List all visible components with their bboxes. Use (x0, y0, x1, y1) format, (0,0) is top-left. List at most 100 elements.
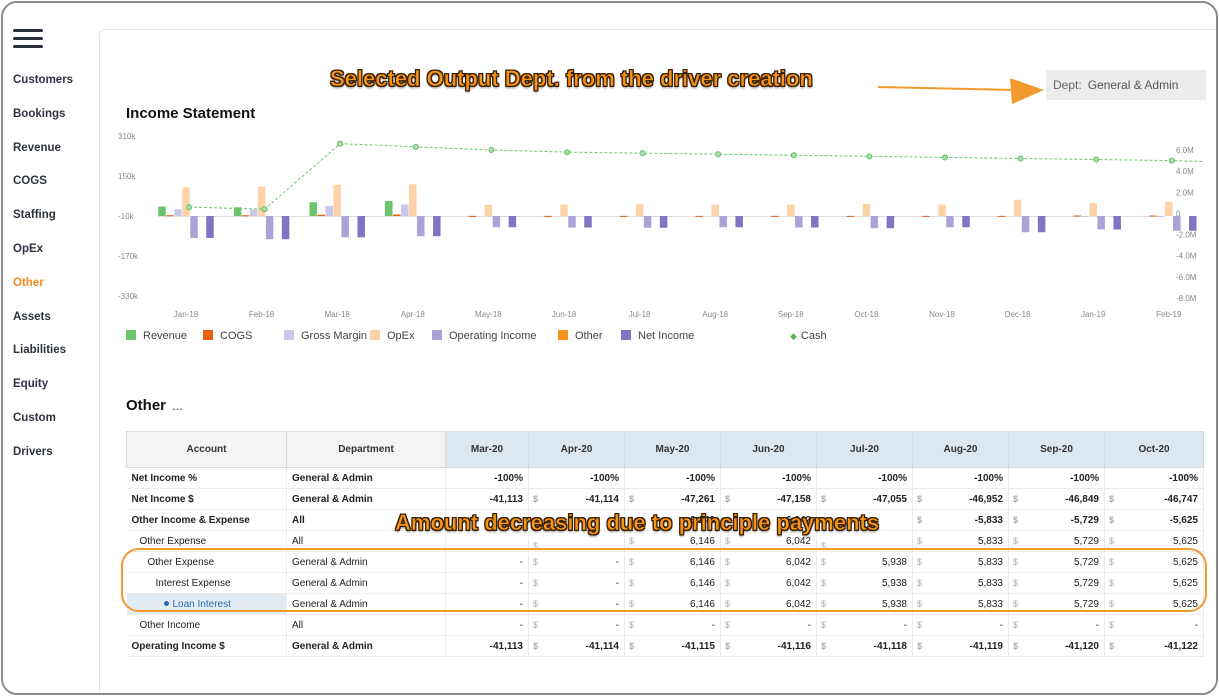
value-cell[interactable]: $5,729 (1008, 593, 1105, 615)
value-cell[interactable]: $6,146 (624, 593, 721, 615)
cash-point[interactable] (1168, 157, 1175, 164)
bar-revenue[interactable] (309, 202, 317, 216)
value-cell[interactable]: $5,625 (1104, 572, 1204, 594)
value-cell[interactable]: $5,833 (912, 572, 1009, 594)
bar-opex[interactable] (182, 187, 190, 216)
bar-revenue[interactable] (158, 206, 166, 217)
sidebar-item-staffing[interactable]: Staffing (13, 209, 56, 222)
bar-net-income[interactable] (886, 216, 895, 229)
table-row[interactable]: Other Expense All $ $6,146 $6,042 $ $5,833 $5,7… (126, 530, 1204, 552)
bar-opex[interactable] (711, 204, 719, 216)
bar-opex[interactable] (787, 204, 795, 217)
value-cell[interactable]: $5,938 (816, 593, 913, 615)
value-cell[interactable]: $ -41,122 (1104, 635, 1204, 657)
bar-net-income[interactable] (659, 216, 668, 228)
value-cell[interactable]: $5,938 (816, 572, 913, 594)
cash-point[interactable] (412, 143, 419, 150)
bar-operating-income[interactable] (870, 216, 879, 229)
bar-net-income[interactable] (962, 216, 970, 228)
value-cell[interactable]: $ -41,114 (528, 635, 625, 657)
table-row[interactable]: Other Income All - $ - $ - $ - $ - $ - $ - $ - (126, 614, 1204, 636)
value-cell[interactable]: $6,146 (624, 551, 721, 573)
bar-gross-margin[interactable] (325, 206, 333, 216)
cash-point[interactable] (942, 154, 949, 161)
value-cell[interactable]: $ -47,158 (720, 488, 817, 510)
value-cell[interactable]: $ -46,849 (1008, 488, 1105, 510)
bar-operating-income[interactable] (265, 216, 274, 240)
value-cell[interactable]: -100% (720, 467, 817, 489)
value-cell[interactable]: - (445, 614, 529, 636)
bar-net-income[interactable] (735, 216, 743, 228)
value-cell[interactable]: $6,042 (720, 551, 817, 573)
account-cell[interactable]: Net Income $ (126, 488, 287, 510)
cash-point[interactable] (1093, 156, 1100, 163)
cash-point[interactable] (337, 140, 344, 147)
sidebar-item-custom[interactable]: Custom (13, 411, 56, 424)
bar-opex[interactable] (862, 203, 871, 216)
sidebar-item-opex[interactable]: OpEx (13, 242, 44, 255)
bar-cogs[interactable] (317, 214, 325, 216)
table-row[interactable]: Interest Expense General & Admin - $ - $6,146… (126, 572, 1204, 594)
bar-cogs[interactable] (544, 215, 552, 217)
sidebar-item-equity[interactable]: Equity (13, 378, 49, 391)
value-cell[interactable]: $6,042 (720, 530, 817, 552)
bar-cogs[interactable] (997, 215, 1006, 217)
value-cell[interactable]: $ - (528, 572, 625, 594)
sidebar-item-drivers[interactable]: Drivers (13, 445, 53, 458)
value-cell[interactable]: - (445, 593, 529, 615)
bar-cogs[interactable] (468, 215, 477, 217)
bar-opex[interactable] (1165, 201, 1173, 216)
value-cell[interactable]: $ - (528, 614, 625, 636)
value-cell[interactable]: $ - (624, 614, 721, 636)
value-cell[interactable]: $5,729 (1008, 572, 1105, 594)
bar-operating-income[interactable] (417, 216, 425, 237)
column-header-account[interactable]: Account (126, 431, 287, 468)
value-cell[interactable]: $ -46,952 (912, 488, 1009, 510)
table-row[interactable]: Net Income $ General & Admin -41,113 $ -41,1… (126, 488, 1204, 510)
value-cell[interactable]: $6,042 (720, 593, 817, 615)
legend-item-net-income[interactable]: Net Income (621, 330, 694, 342)
bar-revenue[interactable] (385, 201, 393, 216)
value-cell[interactable]: $6,042 (720, 509, 817, 531)
table-row[interactable]: Net Income % General & Admin -100% -100% -10… (126, 467, 1204, 489)
bar-net-income[interactable] (811, 216, 819, 228)
value-cell[interactable]: $ -41,120 (1008, 635, 1105, 657)
cash-point[interactable] (866, 153, 873, 160)
value-cell[interactable]: $ -41,115 (624, 635, 721, 657)
sidebar-item-customers[interactable]: Customers (13, 74, 74, 86)
account-cell[interactable]: Operating Income $ (126, 635, 287, 657)
value-cell[interactable]: $ -47,261 (624, 488, 721, 510)
sidebar-item-cogs[interactable]: COGS (13, 175, 47, 188)
bar-operating-income[interactable] (643, 216, 652, 228)
value-cell[interactable]: $ -5,625 (1104, 509, 1204, 531)
bar-gross-margin[interactable] (1081, 216, 1089, 217)
bar-opex[interactable] (333, 184, 341, 216)
value-cell[interactable]: $ -41,114 (528, 488, 625, 510)
value-cell[interactable]: -100% (445, 467, 529, 489)
other-ellipsis-button[interactable]: ... (172, 398, 183, 413)
bar-opex[interactable] (409, 184, 417, 216)
sidebar-item-bookings[interactable]: Bookings (13, 107, 66, 120)
value-cell[interactable]: -100% (528, 467, 625, 489)
account-cell[interactable]: Other Income & Expense (126, 509, 287, 531)
value-cell[interactable]: $5,729 (1008, 551, 1105, 573)
legend-item-opex[interactable]: OpEx (370, 330, 415, 342)
cash-point[interactable] (715, 151, 722, 158)
value-cell[interactable]: $ -41,116 (720, 635, 817, 657)
hamburger-menu-icon[interactable] (13, 29, 43, 51)
value-cell[interactable]: $5,833 (912, 530, 1009, 552)
column-header-department[interactable]: Department (286, 431, 446, 468)
table-row[interactable]: Loan Interest General & Admin - $ - $6,146 $6,… (126, 593, 1204, 615)
bar-cogs[interactable] (241, 215, 250, 217)
value-cell[interactable]: -100% (624, 467, 721, 489)
value-cell[interactable]: $5,938 (816, 551, 913, 573)
bar-operating-income[interactable] (946, 216, 954, 228)
bar-opex[interactable] (484, 204, 493, 216)
table-row[interactable]: Other Income & Expense All $ $6,146 $6,042 $ $… (126, 509, 1204, 531)
bar-opex[interactable] (1013, 199, 1022, 216)
column-header-month[interactable]: Jun-20 (720, 431, 817, 468)
value-cell[interactable]: $5,625 (1104, 530, 1204, 552)
sidebar-item-other[interactable]: Other (13, 276, 44, 289)
value-cell[interactable]: $6,042 (720, 572, 817, 594)
value-cell[interactable]: $ - (912, 614, 1009, 636)
